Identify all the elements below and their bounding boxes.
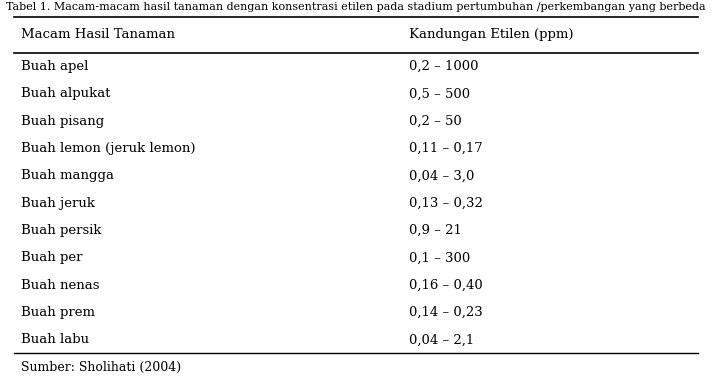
Text: Buah alpukat: Buah alpukat [21,87,111,101]
Text: Sumber: Sholihati (2004): Sumber: Sholihati (2004) [21,361,182,374]
Text: Buah prem: Buah prem [21,306,95,319]
Text: 0,11 – 0,17: 0,11 – 0,17 [409,142,483,155]
Text: Buah per: Buah per [21,251,83,264]
Text: Tabel 1. Macam-macam hasil tanaman dengan konsentrasi etilen pada stadium pertum: Tabel 1. Macam-macam hasil tanaman denga… [6,2,706,12]
Text: Buah apel: Buah apel [21,60,89,73]
Text: 0,14 – 0,23: 0,14 – 0,23 [409,306,483,319]
Text: Buah nenas: Buah nenas [21,279,100,292]
Text: 0,5 – 500: 0,5 – 500 [409,87,471,101]
Text: 0,16 – 0,40: 0,16 – 0,40 [409,279,483,292]
Text: 0,2 – 1000: 0,2 – 1000 [409,60,479,73]
Text: 0,04 – 2,1: 0,04 – 2,1 [409,333,475,346]
Text: Buah mangga: Buah mangga [21,169,115,182]
Text: 0,9 – 21: 0,9 – 21 [409,224,462,237]
Text: 0,1 – 300: 0,1 – 300 [409,251,471,264]
Text: Macam Hasil Tanaman: Macam Hasil Tanaman [21,28,175,42]
Text: Buah pisang: Buah pisang [21,115,105,128]
Text: Buah persik: Buah persik [21,224,102,237]
Text: Buah labu: Buah labu [21,333,90,346]
Text: 0,04 – 3,0: 0,04 – 3,0 [409,169,475,182]
Text: Kandungan Etilen (ppm): Kandungan Etilen (ppm) [409,28,574,42]
Text: Buah jeruk: Buah jeruk [21,197,95,210]
Text: 0,13 – 0,32: 0,13 – 0,32 [409,197,483,210]
Text: Buah lemon (jeruk lemon): Buah lemon (jeruk lemon) [21,142,196,155]
Text: 0,2 – 50: 0,2 – 50 [409,115,462,128]
